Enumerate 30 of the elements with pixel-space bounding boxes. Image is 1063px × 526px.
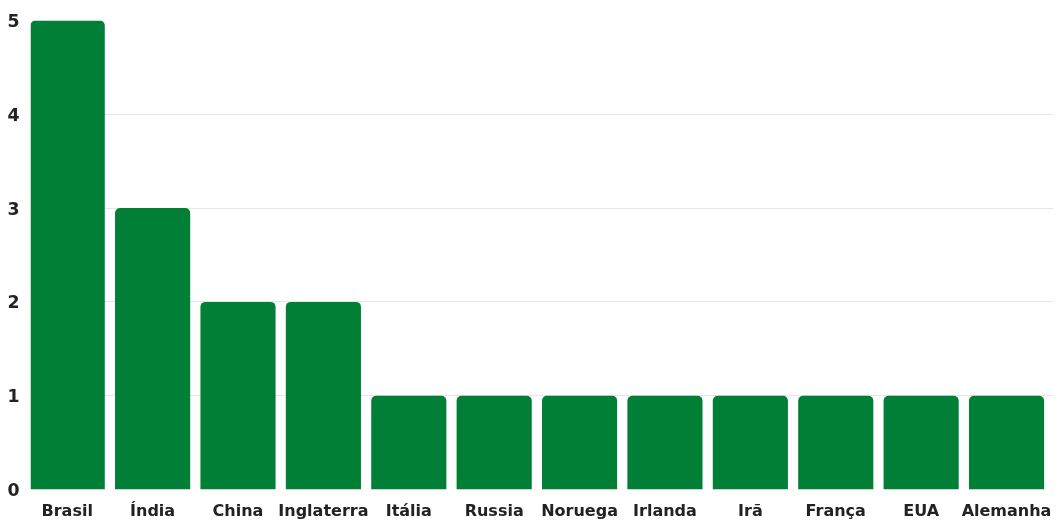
x-tick-label: Irã (738, 500, 763, 520)
y-tick-label: 4 (7, 104, 20, 125)
x-tick-label: Inglaterra (278, 500, 369, 520)
bar (968, 395, 1045, 490)
x-tick-label: China (212, 500, 264, 520)
x-tick-label: Irlanda (633, 500, 697, 520)
bar (798, 395, 874, 490)
x-tick-label: França (805, 500, 866, 520)
bar (712, 395, 788, 490)
x-tick-label: Russia (464, 500, 524, 520)
bar (371, 395, 447, 490)
y-tick-label: 0 (7, 480, 20, 500)
x-tick-label: EUA (903, 500, 940, 520)
bar (285, 301, 361, 490)
y-tick-label: 1 (7, 386, 20, 407)
y-tick-label: 5 (7, 11, 20, 31)
bar (542, 395, 618, 490)
bar (883, 395, 959, 490)
x-tick-label: Brasil (41, 500, 93, 520)
bar (30, 20, 105, 490)
y-tick-label: 3 (7, 198, 20, 219)
x-tick-label: Índia (130, 500, 176, 520)
bar (115, 208, 191, 490)
bar (627, 395, 703, 490)
x-tick-label: Noruega (541, 500, 618, 520)
y-tick-label: 2 (7, 292, 20, 313)
bar (200, 301, 276, 490)
bar (456, 395, 532, 490)
x-tick-label: Itália (385, 500, 432, 520)
x-tick-label: Alemanha (961, 500, 1052, 520)
